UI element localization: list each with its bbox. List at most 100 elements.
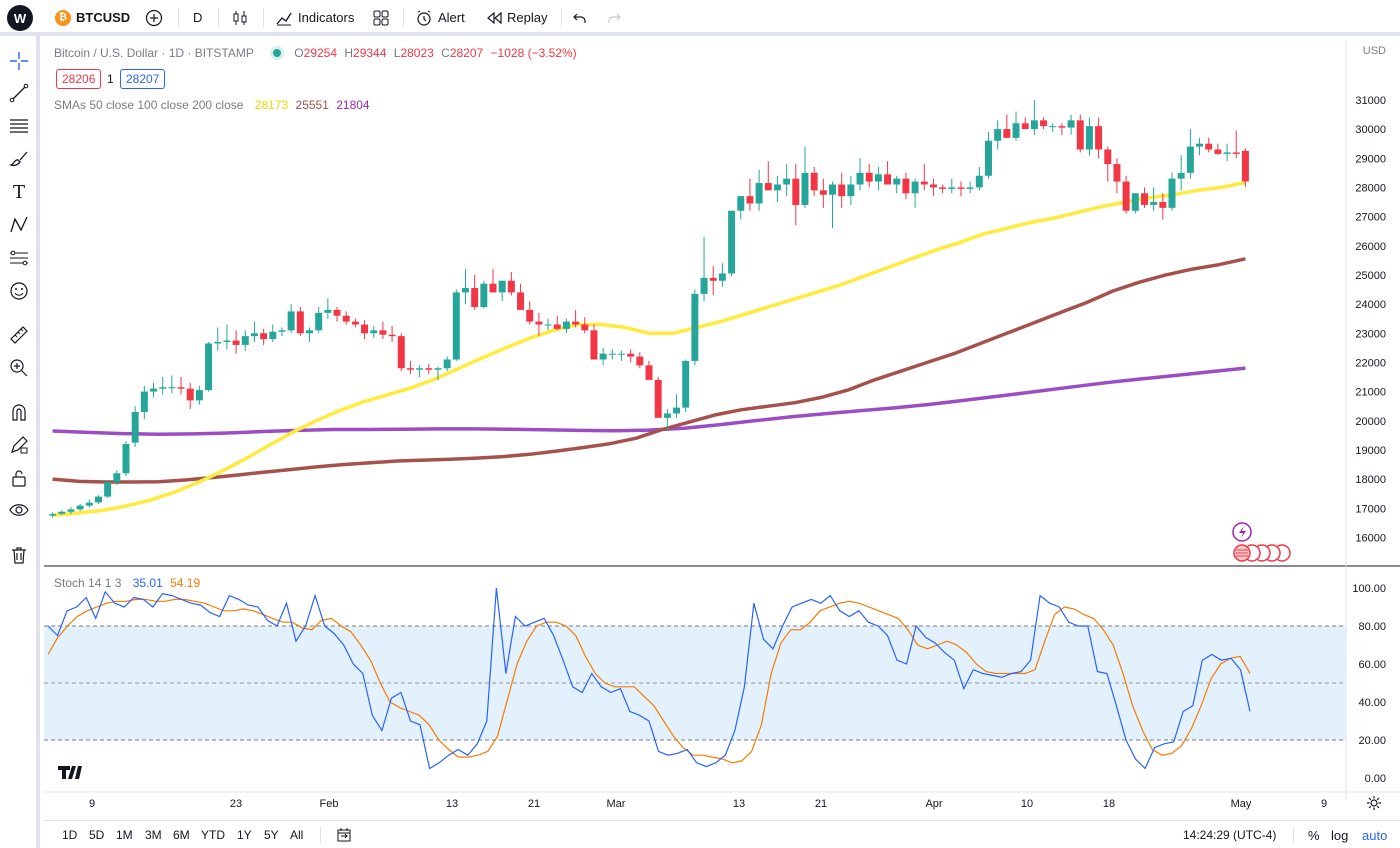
candle-body [443, 359, 451, 369]
range-1m-button[interactable]: 1M [116, 828, 133, 842]
tradingview-watermark-icon [58, 766, 82, 779]
eye-icon[interactable] [8, 499, 30, 521]
brush-icon[interactable] [8, 148, 30, 170]
range-6m-button[interactable]: 6M [173, 828, 190, 842]
chart-type-button[interactable] [231, 0, 249, 35]
stoch-axis[interactable]: 100.00 80.00 60.00 40.00 20.00 0.00 [1352, 583, 1386, 785]
candle-body [296, 311, 304, 334]
redo-button[interactable] [606, 0, 622, 35]
lock-drawing-pencil-icon[interactable] [8, 434, 30, 456]
candle-body [186, 388, 194, 401]
undo-button[interactable] [572, 0, 588, 35]
sma100-value: 25551 [295, 98, 329, 112]
time-tick-label: 13 [733, 798, 745, 810]
legend-title: Bitcoin / U.S. Dollar · 1D · BITSTAMP [54, 46, 254, 60]
range-all-button[interactable]: All [290, 828, 304, 842]
sell-price-button[interactable]: 28206 [56, 69, 102, 89]
unlock-icon[interactable] [8, 467, 30, 489]
interval-button[interactable]: D [193, 0, 202, 35]
candle-body [801, 172, 809, 205]
text-tool-icon[interactable]: T [12, 181, 25, 203]
currency-label[interactable]: USD [1363, 45, 1386, 57]
time-tick-label: 18 [1103, 798, 1115, 810]
log-scale-toggle[interactable]: log [1331, 828, 1349, 843]
bottom-toolbar: 1D 5D 1M 3M 6M YTD 1Y 5Y All 14:24:29 (U… [44, 820, 1400, 848]
chart-canvas[interactable]: 31000 30000 29000 28000 27000 26000 25000 24000… [44, 40, 1400, 816]
symbol-search-button[interactable]: ₿ BTCUSD [55, 0, 130, 35]
range-1y-button[interactable]: 1Y [237, 828, 252, 842]
range-5y-button[interactable]: 5Y [264, 828, 279, 842]
candle-body [1241, 150, 1249, 182]
candle-body [471, 288, 479, 307]
range-ytd-button[interactable]: YTD [201, 828, 225, 842]
range-1d-button[interactable]: 1D [62, 828, 78, 842]
time-tick-label: 23 [230, 798, 242, 810]
ohlc-high-value: 29344 [353, 46, 387, 60]
time-tick-label: Feb [320, 798, 339, 810]
indicators-label: Indicators [298, 10, 355, 25]
auto-scale-toggle[interactable]: auto [1362, 828, 1388, 843]
sma-legend[interactable]: SMAs 50 close 100 close 200 close 28173 … [54, 98, 370, 112]
candle-body [1076, 120, 1084, 150]
ohlc-open-value: 29254 [303, 46, 338, 60]
candle-body [1040, 120, 1048, 127]
price-tick-label: 31000 [1355, 95, 1386, 107]
price-axis[interactable]: 31000 30000 29000 28000 27000 26000 25000 24000… [1355, 95, 1386, 544]
candle-body [1058, 126, 1066, 128]
trend-line-icon[interactable] [8, 82, 30, 104]
candle-body [150, 388, 158, 392]
candle-body [260, 333, 268, 340]
candle-body [709, 277, 717, 281]
indicators-button[interactable]: Indicators [275, 0, 354, 35]
crosshair-cursor-icon[interactable] [8, 50, 30, 72]
alert-label: Alert [438, 10, 465, 25]
date-range-calendar-icon[interactable] [336, 827, 352, 846]
sma50-value: 28173 [254, 98, 289, 112]
symbol-legend[interactable]: Bitcoin / U.S. Dollar · 1D · BITSTAMP O2… [54, 46, 577, 60]
candle-body [1232, 152, 1240, 154]
magnet-icon[interactable] [8, 401, 30, 423]
time-axis[interactable]: 9 23 Feb 13 21 Mar 13 21 Apr 10 18 May 9 [89, 798, 1327, 810]
candle-body [1030, 120, 1038, 130]
buy-price-button[interactable]: 28207 [120, 69, 166, 89]
percent-scale-toggle[interactable]: % [1308, 828, 1320, 843]
ruler-icon[interactable] [8, 324, 30, 346]
stoch-legend[interactable]: Stoch 14 1 3 35.01 54.19 [54, 576, 200, 590]
candle-body [1085, 126, 1093, 150]
prediction-tool-icon[interactable] [8, 247, 30, 269]
candle-body [315, 312, 323, 331]
candle-body [874, 174, 882, 182]
range-3m-button[interactable]: 3M [145, 828, 162, 842]
range-5d-button[interactable]: 5D [89, 828, 105, 842]
lightning-event-icon[interactable] [1232, 522, 1252, 542]
chart-settings-gear-icon[interactable] [1366, 795, 1382, 816]
pattern-tool-icon[interactable] [8, 214, 30, 236]
stoch-tick-label: 80.00 [1358, 621, 1386, 633]
stoch-tick-label: 20.00 [1358, 735, 1386, 747]
time-tick-label: 9 [1321, 798, 1327, 810]
stoch-tick-label: 100.00 [1352, 583, 1386, 595]
clock-timezone[interactable]: 14:24:29 (UTC-4) [1183, 828, 1277, 842]
candle-body [526, 309, 534, 322]
candle-body [498, 280, 506, 293]
tradingview-logo-icon[interactable]: W [7, 5, 33, 31]
trash-icon[interactable] [8, 544, 30, 566]
fib-retracement-icon[interactable] [8, 115, 30, 137]
candle-body [590, 330, 598, 360]
layouts-button[interactable] [372, 0, 390, 35]
replay-button[interactable]: Replay [486, 0, 547, 35]
candle-body [792, 178, 800, 205]
candle-body [1067, 120, 1075, 128]
alert-button[interactable]: Alert [415, 0, 465, 35]
compare-symbol-button[interactable] [145, 0, 163, 35]
zoom-in-icon[interactable] [8, 357, 30, 379]
candle-body [94, 496, 102, 503]
emoji-icon[interactable] [8, 280, 30, 302]
chart-area[interactable]: 31000 30000 29000 28000 27000 26000 25000 24000… [44, 40, 1400, 816]
candle-body [269, 331, 277, 340]
candle-body [691, 293, 699, 361]
stoch-k-value: 35.01 [132, 576, 163, 590]
drawing-toolbar: T [0, 36, 40, 848]
candle-body [544, 324, 552, 326]
us-flag-events-icon[interactable] [1233, 544, 1291, 562]
